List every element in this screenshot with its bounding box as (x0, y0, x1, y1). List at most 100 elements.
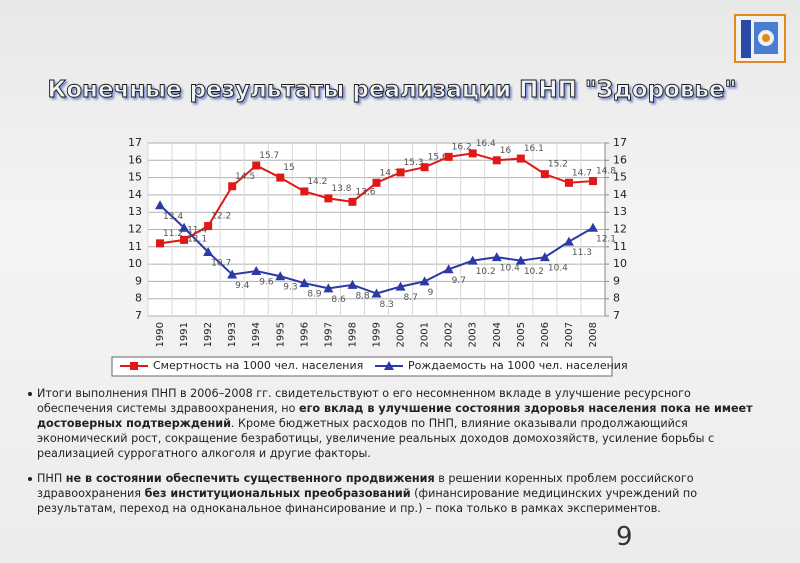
y2-tick-label: 15 (613, 171, 627, 184)
legend-marker (384, 361, 394, 370)
notes: Итоги выполнения ПНП в 2006–2008 гг. сви… (22, 386, 770, 526)
legend-label: Смертность на 1000 чел. населения (153, 359, 363, 372)
y2-tick-label: 11 (613, 240, 627, 253)
data-label: 10.2 (524, 267, 544, 277)
y2-tick-label: 9 (613, 274, 620, 287)
point (180, 235, 189, 244)
page-number: 9 (616, 522, 633, 552)
y2-tick-label: 13 (613, 205, 627, 218)
y2-tick-label: 14 (613, 188, 627, 201)
text-run: не в состоянии обеспечить существенного … (65, 472, 435, 485)
point (492, 156, 501, 165)
text-run: в решении коренных проблем российского з… (37, 472, 694, 500)
point (468, 149, 477, 158)
chart: Конечные результаты реализации ПНП "Здор… (47, 14, 786, 377)
point (540, 170, 549, 179)
x-tick-label: 2008 (588, 322, 599, 347)
x-tick-label: 1992 (203, 322, 214, 347)
y2-tick-label: 10 (613, 257, 627, 270)
text-run: (финансирование медицинских учреждений п… (37, 487, 698, 515)
data-label: 16.2 (452, 142, 472, 152)
point (252, 161, 261, 170)
x-tick-label: 2000 (396, 322, 407, 347)
text-run: . Кроме бюджетных расходов по ПНП, влиян… (37, 417, 715, 460)
y-tick-label: 7 (135, 309, 142, 322)
data-label: 15.3 (404, 158, 424, 168)
point (444, 152, 453, 161)
point (155, 200, 166, 210)
y-tick-label: 10 (128, 257, 142, 270)
data-label: 14.8 (596, 167, 616, 177)
data-label: 8.9 (307, 290, 322, 300)
point (563, 236, 574, 246)
data-label: 9.6 (259, 278, 274, 288)
point (515, 255, 526, 265)
paragraph: Итоги выполнения ПНП в 2006–2008 гг. сви… (28, 386, 770, 461)
y-tick-label: 15 (128, 171, 142, 184)
point (300, 187, 309, 196)
data-label: 14.7 (380, 168, 400, 178)
x-tick-label: 2006 (540, 322, 551, 347)
data-label: 11.3 (572, 248, 592, 258)
data-label: 13.6 (355, 187, 375, 197)
point (419, 276, 430, 286)
data-label: 13.4 (163, 212, 183, 222)
data-label: 8.3 (380, 300, 394, 310)
point (516, 154, 525, 163)
data-label: 8.7 (404, 293, 418, 303)
data-label: 9.7 (452, 276, 466, 286)
x-tick-label: 2004 (492, 322, 503, 347)
legend-marker (130, 362, 138, 370)
data-label: 15.6 (428, 153, 448, 163)
point (323, 283, 334, 293)
data-label: 9.3 (283, 283, 297, 293)
y-tick-label: 14 (128, 188, 142, 201)
data-label: 12.1 (596, 234, 616, 244)
point (275, 271, 286, 281)
data-label: 12.1 (187, 234, 207, 244)
point (228, 182, 237, 191)
chart-title: Конечные результаты реализации ПНП "Здор… (47, 77, 736, 103)
y2-tick-label: 12 (613, 223, 627, 236)
x-tick-label: 2007 (564, 322, 575, 347)
point (420, 163, 429, 172)
y-tick-label: 16 (128, 153, 142, 166)
point (251, 266, 262, 276)
x-tick-label: 1990 (155, 322, 166, 347)
point (396, 168, 405, 177)
data-label: 15 (283, 163, 294, 173)
point (203, 246, 214, 256)
point (372, 178, 381, 187)
data-label: 10.4 (500, 264, 520, 274)
data-label: 9.4 (235, 281, 250, 291)
x-tick-label: 1991 (179, 322, 190, 347)
x-tick-label: 1994 (251, 322, 262, 347)
data-label: 14.2 (307, 177, 327, 187)
data-label: 13.8 (331, 184, 351, 194)
data-label: 8.6 (331, 295, 346, 305)
data-label: 9 (428, 288, 434, 298)
legend-label: Рождаемость на 1000 чел. населения (408, 359, 628, 372)
point (348, 197, 357, 206)
text-run: ПНП (37, 472, 66, 485)
x-tick-label: 1998 (347, 322, 358, 347)
text-run: без институциональных преобразований (144, 487, 411, 500)
data-label: 11.4 (187, 225, 207, 235)
data-label: 8.8 (355, 291, 370, 301)
data-label: 15.2 (548, 160, 568, 170)
data-label: 14.7 (572, 168, 592, 178)
y-tick-label: 13 (128, 205, 142, 218)
point (587, 222, 598, 232)
text-run: его вклад в улучшение состояния здоровья… (37, 402, 753, 430)
x-tick-label: 1999 (372, 322, 383, 347)
x-tick-label: 2002 (444, 322, 455, 347)
data-label: 12.2 (211, 212, 231, 222)
y-tick-label: 9 (135, 274, 142, 287)
y-tick-label: 17 (128, 136, 142, 149)
y-tick-label: 8 (135, 292, 142, 305)
data-label: 15.7 (259, 151, 279, 161)
point (156, 239, 165, 248)
text-run: Итоги выполнения ПНП в 2006–2008 гг. сви… (37, 387, 691, 415)
data-label: 10.7 (211, 258, 231, 268)
point (491, 252, 502, 262)
